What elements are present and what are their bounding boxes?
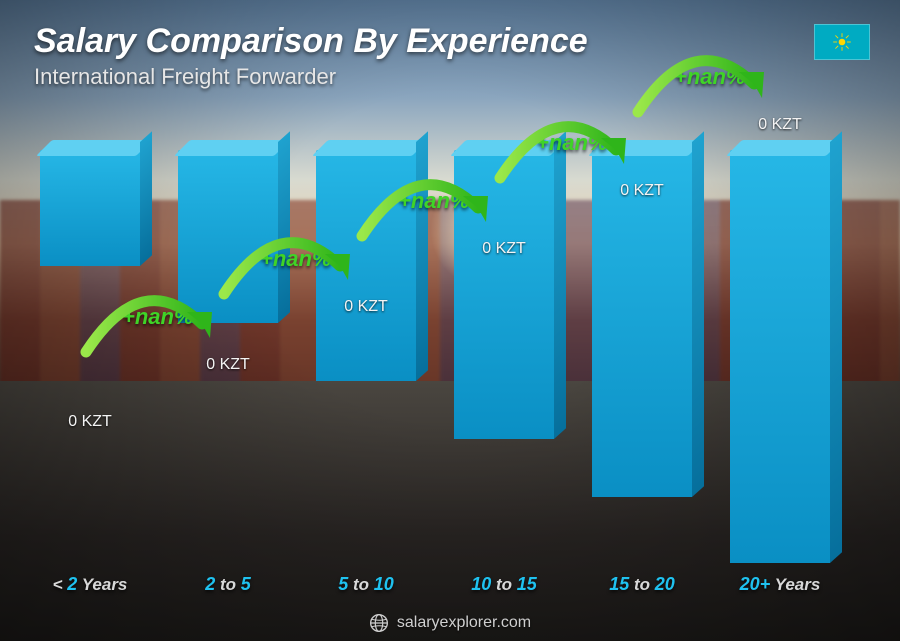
bar-value-label: 0 KZT (12, 413, 168, 431)
bar-cap (36, 140, 152, 156)
bar-front (592, 150, 692, 497)
bar-cap (174, 140, 290, 156)
bar-value-label: 0 KZT (564, 182, 720, 200)
bar-front (730, 150, 830, 563)
x-axis: < 2 Years 2 to 5 5 to 10 10 to 15 15 to 20 20… (30, 574, 840, 595)
bar-value-label: 0 KZT (702, 116, 858, 134)
percent-change-label: +nan% (398, 188, 470, 214)
bar-front (178, 150, 278, 323)
bar-value-label: 0 KZT (288, 298, 444, 316)
bar-side (278, 131, 290, 323)
bar (592, 150, 692, 497)
footer-site: salaryexplorer.com (397, 614, 531, 632)
x-axis-label: < 2 Years (30, 574, 150, 595)
bar-cap (726, 140, 842, 156)
x-axis-label: 20+ Years (720, 574, 840, 595)
bar (40, 150, 140, 266)
page-title: Salary Comparison By Experience (34, 22, 588, 61)
percent-change-label: +nan% (122, 304, 194, 330)
x-axis-label: 15 to 20 (582, 574, 702, 595)
globe-icon (369, 613, 389, 633)
flag-sun-icon (831, 31, 853, 53)
bar-slot: 0 KZT+nan% (720, 150, 840, 563)
bar-slot: 0 KZT+nan% (582, 150, 702, 563)
percent-change-label: +nan% (260, 246, 332, 272)
bar-value-label: 0 KZT (150, 356, 306, 374)
bar-slot: 0 KZT+nan% (168, 150, 288, 563)
bar-front (40, 150, 140, 266)
percent-change-label: +nan% (674, 64, 746, 90)
bar-cap (312, 140, 428, 156)
bar-chart: 0 KZT0 KZT+nan%0 KZT+nan%0 KZT+nan%0 KZT… (30, 150, 840, 563)
bar-slot: 0 KZT (30, 150, 150, 563)
bar-side (140, 131, 152, 265)
bar (178, 150, 278, 323)
page-subtitle: International Freight Forwarder (34, 64, 336, 90)
country-flag (814, 24, 870, 60)
bar-side (830, 131, 842, 563)
percent-change-label: +nan% (536, 130, 608, 156)
footer: salaryexplorer.com (0, 613, 900, 633)
x-axis-label: 2 to 5 (168, 574, 288, 595)
x-axis-label: 10 to 15 (444, 574, 564, 595)
x-axis-label: 5 to 10 (306, 574, 426, 595)
bar-side (554, 131, 566, 439)
bar (730, 150, 830, 563)
chart-container: Salary Comparison By Experience Internat… (0, 0, 900, 641)
bar-slot: 0 KZT+nan% (444, 150, 564, 563)
bar-value-label: 0 KZT (426, 240, 582, 258)
